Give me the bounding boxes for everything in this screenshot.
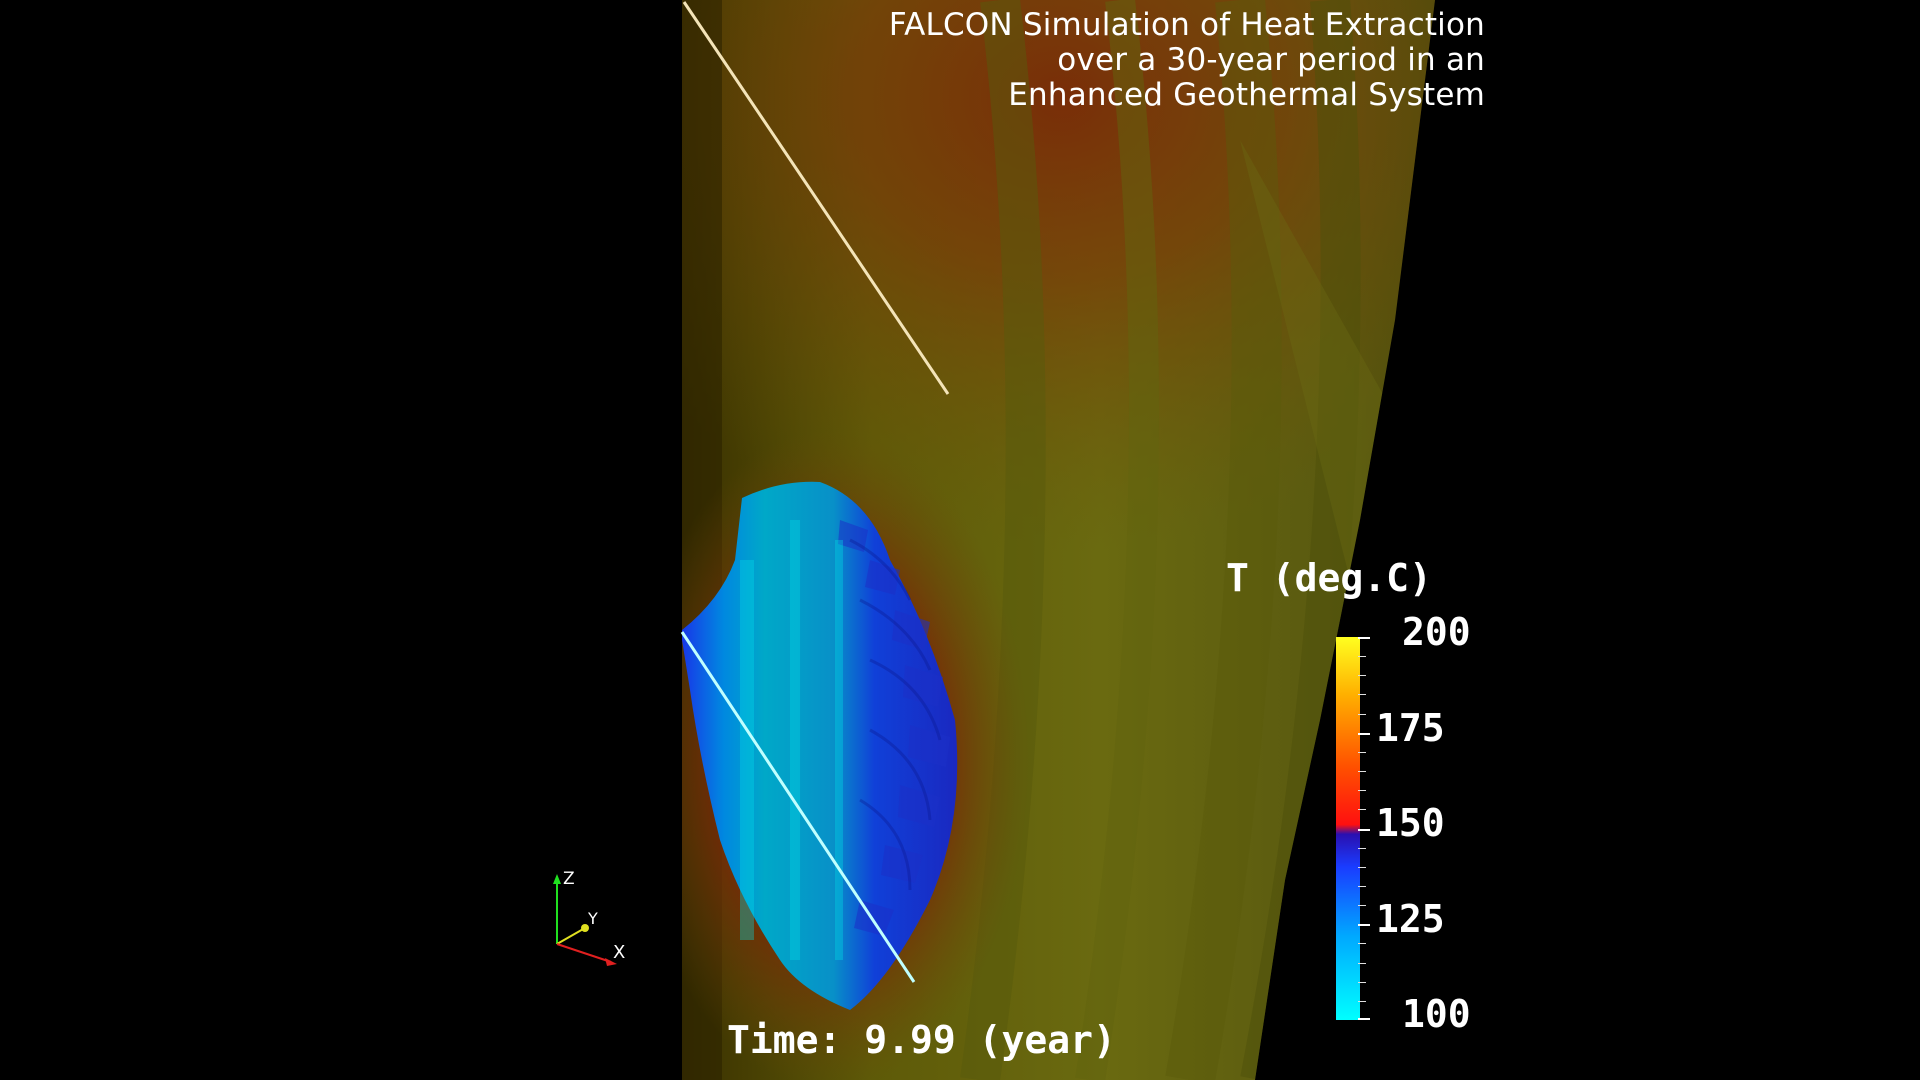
colorbar-label-200: 200 (1402, 610, 1471, 654)
colorbar-minor-tick (1358, 962, 1366, 964)
colorbar-major-tick (1358, 1018, 1370, 1020)
colorbar-minor-tick (1358, 847, 1366, 849)
simulation-title: FALCON Simulation of Heat Extraction ove… (889, 8, 1485, 113)
colorbar-minor-tick (1358, 771, 1366, 773)
colorbar-label-125: 125 (1376, 897, 1445, 941)
axis-y-label: Y (587, 909, 598, 928)
colorbar-label-100: 100 (1402, 992, 1471, 1036)
colorbar-minor-tick (1358, 656, 1366, 658)
injection-well (682, 1, 950, 395)
time-readout: Time: 9.99 (year) (727, 1018, 1116, 1062)
colorbar-label-150: 150 (1376, 801, 1445, 845)
colorbar-major-tick (1358, 924, 1370, 927)
colorbar-minor-tick (1358, 885, 1366, 887)
colorbar-minor-tick (1358, 809, 1366, 811)
colorbar-major-tick (1358, 732, 1370, 735)
colorbar-label-175: 175 (1376, 706, 1445, 750)
colorbar-minor-tick (1358, 694, 1366, 696)
axis-x-label: X (613, 942, 625, 963)
colorbar-major-tick (1358, 637, 1370, 639)
colorbar-minor-tick (1358, 1000, 1366, 1002)
colorbar-minor-tick (1358, 943, 1366, 945)
title-line-3: Enhanced Geothermal System (1008, 77, 1485, 113)
axis-z-label: Z (563, 869, 575, 889)
colorbar-minor-tick (1358, 790, 1366, 792)
orientation-axes: Z Y X (553, 869, 625, 966)
colorbar-minor-tick (1358, 981, 1366, 983)
production-well (680, 631, 916, 983)
colorbar-title: T (deg.C) (1226, 556, 1432, 600)
temperature-colorbar (1336, 637, 1360, 1020)
colorbar-minor-tick (1358, 751, 1366, 753)
colorbar-minor-tick (1358, 713, 1366, 715)
colorbar-minor-tick (1358, 905, 1366, 907)
title-line-2: over a 30-year period in an (1057, 42, 1485, 78)
title-line-1: FALCON Simulation of Heat Extraction (888, 7, 1485, 43)
colorbar-major-tick (1358, 828, 1370, 831)
colorbar-minor-tick (1358, 675, 1366, 677)
colorbar-minor-tick (1358, 866, 1366, 868)
